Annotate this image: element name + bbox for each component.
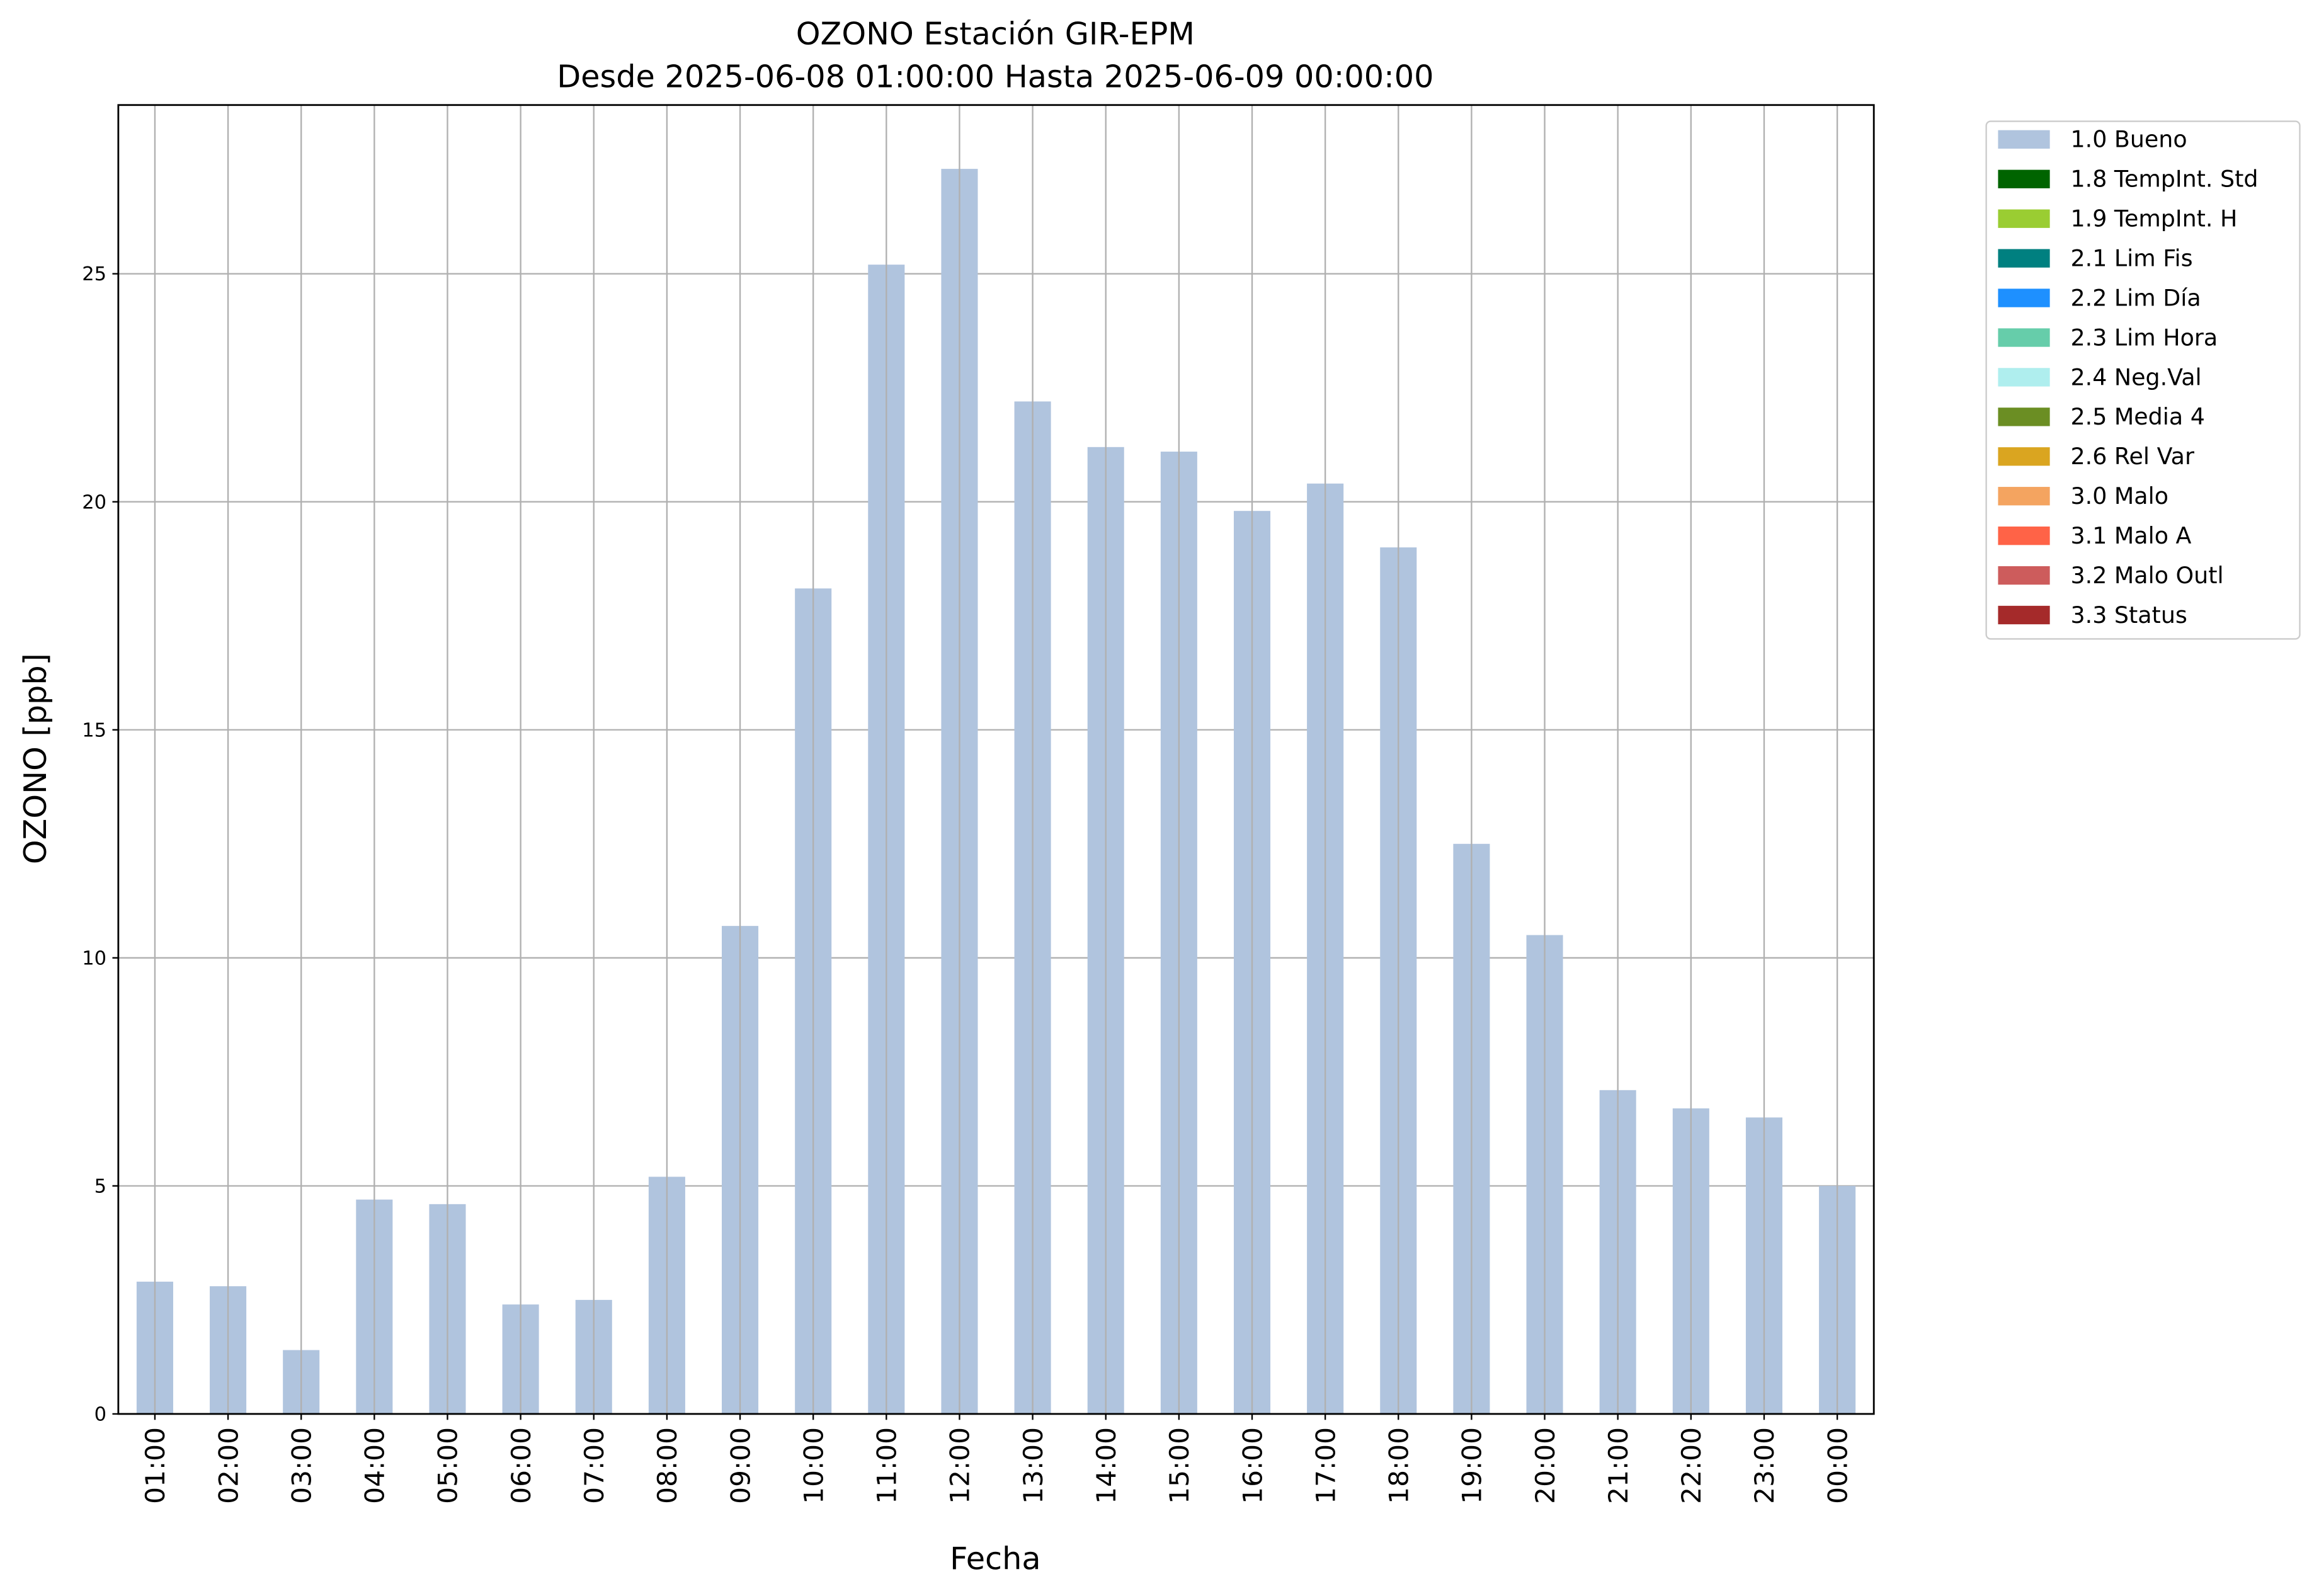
legend-label: 2.2 Lim Día xyxy=(2071,284,2201,311)
y-tick-label: 0 xyxy=(94,1403,106,1425)
bars xyxy=(136,169,1856,1414)
legend-label: 3.2 Malo Outl xyxy=(2071,562,2224,589)
x-tick-label: 16:00 xyxy=(1237,1427,1268,1504)
x-tick-label: 07:00 xyxy=(579,1427,610,1504)
x-tick-label: 05:00 xyxy=(433,1427,464,1504)
legend-swatch xyxy=(1998,209,2050,228)
legend-swatch xyxy=(1998,368,2050,387)
x-tick-label: 01:00 xyxy=(140,1427,171,1504)
legend-frame xyxy=(1985,120,2301,640)
x-tick-label: 14:00 xyxy=(1091,1427,1122,1504)
legend-swatch xyxy=(1998,288,2050,307)
legend-label: 3.0 Malo xyxy=(2071,482,2168,510)
legend-label: 3.3 Status xyxy=(2071,601,2187,629)
legend-swatch xyxy=(1998,487,2050,506)
legend-label: 1.9 TempInt. H xyxy=(2071,205,2238,232)
chart-subtitle: Desde 2025-06-08 01:00:00 Hasta 2025-06-… xyxy=(557,59,1433,95)
legend-label: 1.8 TempInt. Std xyxy=(2071,166,2259,193)
legend-label: 2.6 Rel Var xyxy=(2071,443,2194,470)
legend-swatch xyxy=(1998,169,2050,188)
x-tick-label: 06:00 xyxy=(506,1427,537,1504)
x-tick-label: 18:00 xyxy=(1384,1427,1415,1504)
legend-swatch xyxy=(1998,328,2050,347)
legend-label: 2.4 Neg.Val xyxy=(2071,363,2202,390)
x-tick-label: 21:00 xyxy=(1603,1427,1634,1504)
x-tick-label: 09:00 xyxy=(725,1427,756,1504)
y-axis-label: OZONO [ppb] xyxy=(17,653,54,864)
legend-label: 1.0 Bueno xyxy=(2071,126,2187,153)
x-tick-label: 03:00 xyxy=(286,1427,317,1504)
y-tick-label: 10 xyxy=(82,947,106,969)
legend-label: 2.3 Lim Hora xyxy=(2071,324,2218,351)
legend-swatch xyxy=(1998,249,2050,268)
y-tick-label: 20 xyxy=(82,491,106,513)
x-axis-label: Fecha xyxy=(950,1540,1041,1576)
x-tick-label: 23:00 xyxy=(1749,1427,1780,1504)
legend-swatch xyxy=(1998,408,2050,426)
x-tick-label: 11:00 xyxy=(872,1427,903,1504)
legend-label: 2.5 Media 4 xyxy=(2071,403,2205,430)
legend-label: 2.1 Lim Fis xyxy=(2071,244,2193,271)
x-tick-label: 15:00 xyxy=(1164,1427,1195,1504)
x-tick-label: 04:00 xyxy=(360,1427,390,1504)
x-tick-label: 17:00 xyxy=(1310,1427,1341,1504)
x-tick-label: 19:00 xyxy=(1457,1427,1488,1504)
x-tick-label: 12:00 xyxy=(945,1427,976,1504)
y-tick-label: 25 xyxy=(82,263,106,285)
legend-swatch xyxy=(1998,447,2050,466)
x-tick-label: 10:00 xyxy=(798,1427,829,1504)
legend: 1.0 Bueno 1.8 TempInt. Std 1.9 TempInt. H 2… xyxy=(1985,120,2301,640)
x-tick-label: 13:00 xyxy=(1018,1427,1049,1504)
legend-swatch xyxy=(1998,566,2050,585)
y-tick-label: 15 xyxy=(82,719,106,741)
x-tick-label: 20:00 xyxy=(1530,1427,1561,1504)
x-tick-label: 00:00 xyxy=(1822,1427,1853,1504)
chart-title: OZONO Estación GIR-EPM xyxy=(796,15,1195,52)
legend-label: 3.1 Malo A xyxy=(2071,522,2192,549)
x-tick-label: 22:00 xyxy=(1676,1427,1707,1504)
legend-swatch xyxy=(1998,130,2050,149)
x-tick-label: 02:00 xyxy=(213,1427,244,1504)
legend-swatch xyxy=(1998,526,2050,545)
x-tick-label: 08:00 xyxy=(652,1427,683,1504)
plot-frame xyxy=(117,104,1875,1415)
y-tick-label: 5 xyxy=(94,1175,106,1197)
legend-swatch xyxy=(1998,605,2050,625)
